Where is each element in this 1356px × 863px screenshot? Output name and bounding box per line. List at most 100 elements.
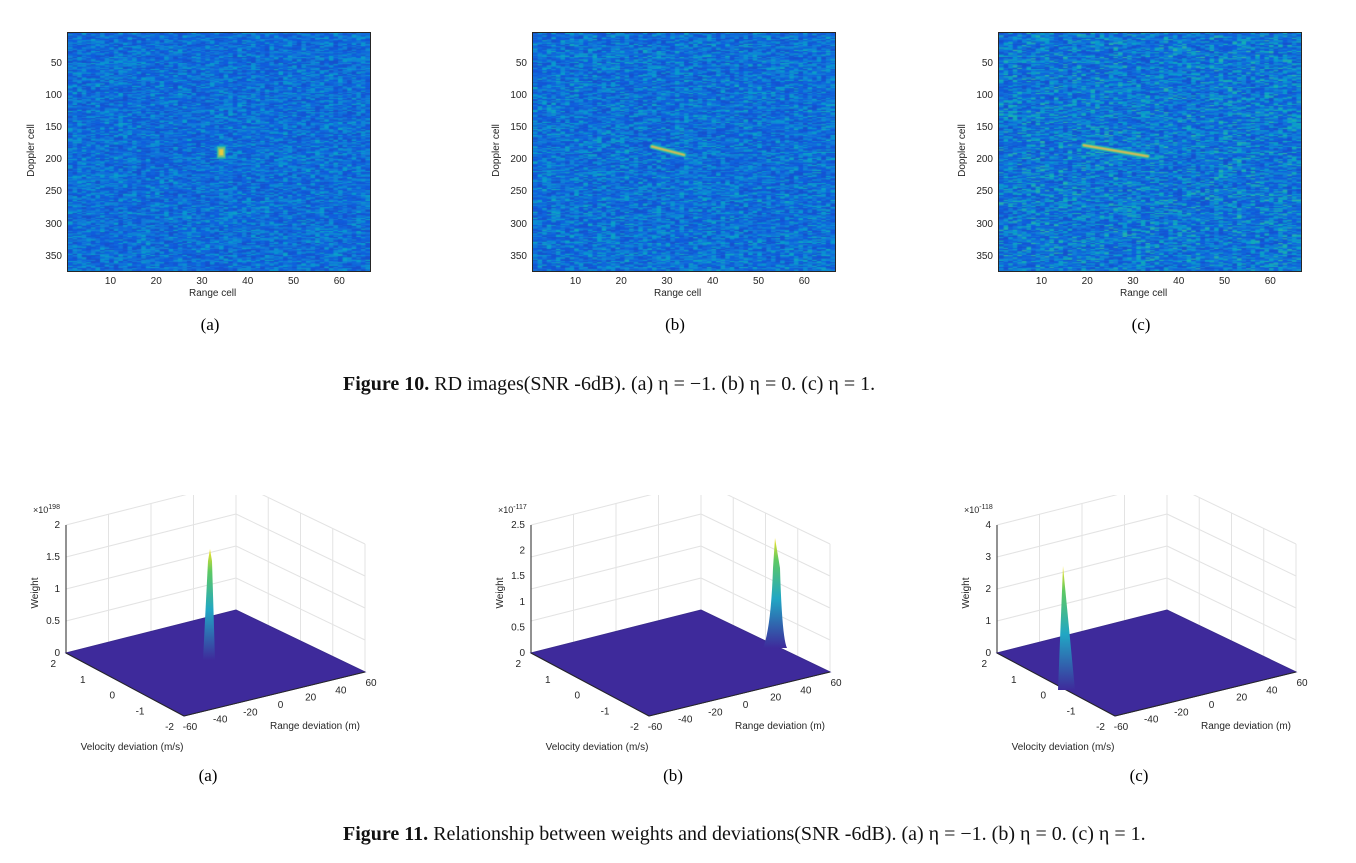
z-exponent-label: ×10-118 <box>964 504 993 515</box>
rd-heatmap-canvas <box>999 33 1301 271</box>
range-tick-label: 20 <box>770 693 782 704</box>
rd-heatmap-canvas <box>533 33 835 271</box>
x-tick-label: 50 <box>1218 276 1231 287</box>
velocity-tick-label: -2 <box>630 722 639 733</box>
velocity-tick-label: 0 <box>109 691 115 702</box>
z-tick-label: 1 <box>54 584 60 595</box>
x-tick-label: 30 <box>196 276 208 287</box>
y-tick-label: 50 <box>515 57 527 69</box>
velocity-axis-label: Velocity deviation (m/s) <box>1012 742 1115 753</box>
x-tick-label: 10 <box>104 276 117 287</box>
range-tick-label: 40 <box>1266 685 1278 696</box>
weight-peak <box>763 538 787 648</box>
velocity-axis-label: Velocity deviation (m/s) <box>546 742 649 753</box>
y-tick-label: 250 <box>510 186 527 198</box>
rd-heatmap <box>532 32 836 272</box>
y-tick-label: 50 <box>981 57 993 69</box>
y-axis-label: Doppler cell <box>956 124 968 177</box>
range-tick-label: 60 <box>365 678 377 689</box>
figure-11-caption-label: Figure 11. <box>343 823 429 845</box>
x-tick-label: 20 <box>615 276 627 287</box>
z-tick-label: 0 <box>54 648 60 659</box>
velocity-tick-label: 2 <box>50 659 56 670</box>
y-tick-label: 350 <box>510 250 527 262</box>
range-tick-label: 20 <box>1236 693 1248 704</box>
velocity-tick-label: -2 <box>165 722 174 733</box>
z-tick-label: 4 <box>985 520 991 531</box>
velocity-tick-label: -1 <box>1067 706 1076 717</box>
range-tick-label: 20 <box>305 693 317 704</box>
range-tick-label: -40 <box>213 715 228 726</box>
weight-peak <box>1058 566 1075 690</box>
range-tick-label: 0 <box>1209 700 1215 711</box>
velocity-tick-label: -1 <box>136 706 145 717</box>
range-axis-label: Range deviation (m) <box>1201 721 1291 732</box>
z-axis-label: Weight <box>30 577 41 608</box>
x-axis-label: Range cell <box>1120 288 1168 299</box>
figure-11-caption: Figure 11. Relationship between weights … <box>343 823 1146 846</box>
z-tick-label: 2 <box>985 584 991 595</box>
velocity-tick-label: 1 <box>80 675 86 686</box>
x-tick-label: 40 <box>707 276 719 287</box>
x-tick-label: 40 <box>1173 276 1185 287</box>
grid-lines <box>530 495 831 673</box>
x-tick-label: 20 <box>1081 276 1093 287</box>
range-tick-label: -60 <box>1114 722 1129 733</box>
z-tick-label: 0.5 <box>511 622 525 633</box>
subfigure-label: (a) <box>200 315 220 334</box>
x-tick-label: 10 <box>1035 276 1048 287</box>
range-tick-label: -60 <box>183 722 198 733</box>
y-tick-label: 150 <box>510 122 527 134</box>
range-tick-label: -20 <box>243 707 258 718</box>
z-tick-label: 2.5 <box>511 520 525 531</box>
z-tick-label: 1 <box>519 597 525 608</box>
rd-heatmap-canvas <box>68 33 370 271</box>
x-tick-label: 30 <box>1127 276 1139 287</box>
weight-peak <box>203 549 215 660</box>
z-tick-label: 1 <box>985 616 991 627</box>
x-tick-label: 60 <box>798 276 810 287</box>
velocity-tick-label: 1 <box>545 675 551 686</box>
subfigure-label: (c) <box>1129 766 1149 785</box>
subfigure-label: (c) <box>1131 315 1151 334</box>
range-axis-label: Range deviation (m) <box>735 721 825 732</box>
x-tick-label: 10 <box>569 276 582 287</box>
y-tick-label: 200 <box>45 154 62 166</box>
y-tick-label: 300 <box>45 218 62 230</box>
weight-surface-plot-c: 0 1 2 3 4 ×10-118 Weight 2 1 0 -1 -2 -60 -40 -20 0 20 40 6… <box>961 495 1308 753</box>
z-tick-label: 0.5 <box>46 616 60 627</box>
x-tick-label: 20 <box>150 276 162 287</box>
x-tick-label: 50 <box>752 276 765 287</box>
figure-10-caption-text: RD images(SNR -6dB). (a) η = −1. (b) η =… <box>434 373 876 395</box>
z-tick-label: 0 <box>519 648 525 659</box>
z-exponent-label: ×10-117 <box>498 504 527 515</box>
z-axis-label: Weight <box>961 577 972 608</box>
velocity-tick-label: -1 <box>601 706 610 717</box>
range-tick-label: -20 <box>708 707 723 718</box>
z-tick-label: 3 <box>985 552 991 563</box>
range-tick-label: -40 <box>678 715 693 726</box>
figure-10-caption: Figure 10. RD images(SNR -6dB). (a) η = … <box>343 373 875 396</box>
velocity-tick-label: 2 <box>515 659 521 670</box>
x-tick-label: 60 <box>333 276 345 287</box>
figure-10-caption-label: Figure 10. <box>343 373 430 395</box>
rd-heatmap <box>67 32 371 272</box>
velocity-tick-label: 2 <box>981 659 987 670</box>
range-tick-label: 40 <box>335 685 347 696</box>
velocity-tick-label: 1 <box>1011 675 1017 686</box>
y-tick-label: 200 <box>976 154 993 166</box>
range-tick-label: 0 <box>743 700 749 711</box>
range-tick-label: 60 <box>1296 678 1308 689</box>
y-tick-label: 200 <box>510 154 527 166</box>
weight-surface-plot-a: 0 0.5 1 1.5 2 ×10198 Weight 2 1 0 -1 -2 -60 -40 -20 0 20… <box>30 495 377 753</box>
velocity-tick-label: 0 <box>574 691 580 702</box>
y-axis-label: Doppler cell <box>490 124 502 177</box>
x-tick-label: 60 <box>1264 276 1276 287</box>
z-axis-label: Weight <box>495 577 506 608</box>
y-tick-label: 250 <box>45 186 62 198</box>
x-axis-label: Range cell <box>189 288 237 299</box>
range-axis-label: Range deviation (m) <box>270 721 360 732</box>
z-tick-label: 2 <box>54 520 60 531</box>
z-tick-label: 0 <box>985 648 991 659</box>
range-tick-label: -60 <box>648 722 663 733</box>
